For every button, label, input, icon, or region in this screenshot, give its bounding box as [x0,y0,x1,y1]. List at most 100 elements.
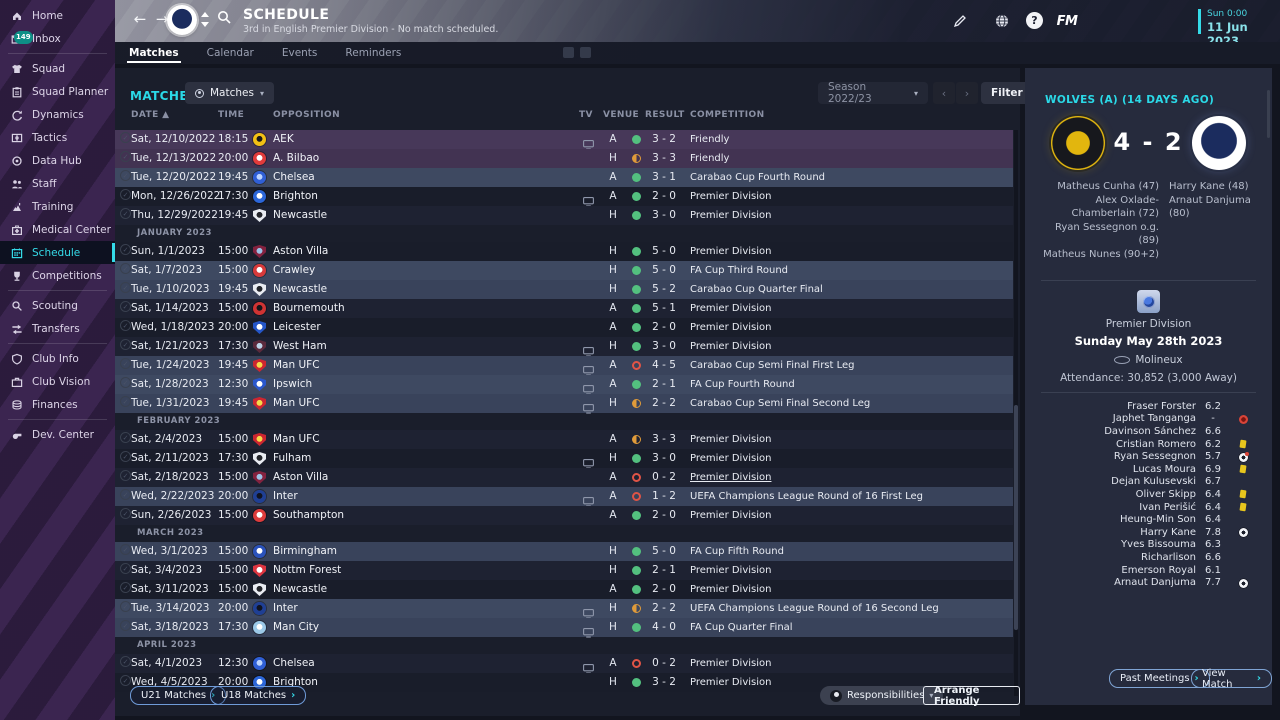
arrange-friendly-button[interactable]: Arrange Friendly [923,685,1020,707]
player-rating-row[interactable]: Harry Kane 7.8 [1037,526,1260,539]
table-row[interactable]: ✓ Sat, 3/4/2023 15:00 Nottm Forest H 2 - 1 Pre… [115,561,1013,580]
table-row[interactable]: ✓ Thu, 12/29/2022 19:45 Newcastle H 3 - 0 Prem… [115,206,1013,225]
table-row[interactable]: ✓ Sat, 1/28/2023 12:30 Ipswich A 2 - 1 FA Cup … [115,375,1013,395]
forward-icon[interactable]: → [155,10,169,28]
column-header-competition[interactable]: COMPETITION [690,110,765,120]
column-header-result[interactable]: RESULT [645,110,685,120]
matches-view-dropdown[interactable]: Matches ▾ [185,82,274,104]
table-row[interactable]: ✓ Sat, 1/21/2023 17:30 West Ham H 3 - 0 Premie… [115,337,1013,357]
table-row[interactable]: ✓ Tue, 1/24/2023 19:45 Man UFC A 4 - 5 Carabao… [115,356,1013,376]
panel-scrollbar-thumb[interactable] [1267,90,1270,138]
sidebar-item-squad[interactable]: Squad [0,57,115,80]
sidebar-item-schedule[interactable]: Schedule [0,241,115,264]
player-rating-row[interactable]: Heung-Min Son 6.4 [1037,513,1260,526]
season-dropdown[interactable]: Season 2022/23 ▾ [818,81,928,105]
tab-reminders[interactable]: Reminders [345,47,402,59]
sidebar-item-home[interactable]: Home [0,4,115,27]
column-header-date[interactable]: DATE ▲ [131,110,170,120]
table-row[interactable]: ✓ Sat, 2/18/2023 15:00 Aston Villa A 0 - 2 Pre… [115,468,1013,487]
u18-matches-button[interactable]: U18 Matches › [210,686,307,705]
sidebar-item-dev-center[interactable]: Dev. Center [0,423,115,446]
player-rating-row[interactable]: Emerson Royal 6.1 [1037,564,1260,577]
table-row[interactable]: ✓ Wed, 2/22/2023 20:00 Inter A 1 - 2 UEFA Cham… [115,487,1013,507]
table-row[interactable]: ✓ Sat, 2/11/2023 17:30 Fulham H 3 - 0 Premier … [115,449,1013,469]
sidebar-item-club-vision[interactable]: Club Vision [0,370,115,393]
table-row[interactable]: ✓ Wed, 4/5/2023 20:00 Brighton H 3 - 2 Premier… [115,673,1013,692]
back-icon[interactable]: ← [133,10,147,28]
sidebar-item-tactics[interactable]: Tactics [0,126,115,149]
table-row[interactable]: ✓ Sat, 3/11/2023 15:00 Newcastle A 2 - 0 Premi… [115,580,1013,599]
table-row[interactable]: ✓ Mon, 12/26/2022 17:30 Brighton A 2 - 0 Premi… [115,187,1013,207]
team-badge-icon [253,152,266,165]
player-rating-row[interactable]: Ivan Perišić 6.4 [1037,501,1260,514]
player-rating-row[interactable]: Cristian Romero 6.2 [1037,438,1260,451]
player-name: Fraser Forster [1127,400,1196,412]
player-rating-row[interactable]: Dejan Kulusevski 6.7 [1037,476,1260,489]
player-rating-row[interactable]: Lucas Moura 6.9 [1037,463,1260,476]
table-row[interactable]: ✓ Sat, 12/10/2022 18:15 AEK A 3 - 2 Friendly [115,130,1013,150]
opposition-name: Man UFC [273,433,320,445]
table-row[interactable]: ✓ Tue, 3/14/2023 20:00 Inter H 2 - 2 UEFA Cham… [115,599,1013,619]
past-meetings-button[interactable]: Past Meetings › [1109,669,1210,688]
table-row[interactable]: ✓ Tue, 12/13/2022 20:00 A. Bilbao H 3 - 3 Frie… [115,149,1013,168]
next-season-button[interactable]: › [956,82,978,104]
table-row[interactable]: ✓ Sat, 3/18/2023 17:30 Man City H 4 - 0 FA Cup… [115,618,1013,638]
sidebar-item-competitions[interactable]: Competitions [0,264,115,287]
tab-matches[interactable]: Matches [115,42,193,64]
edit-icon[interactable] [950,11,970,31]
sidebar-item-data-hub[interactable]: Data Hub [0,149,115,172]
sidebar-item-dynamics[interactable]: Dynamics [0,103,115,126]
played-check-icon: ✓ [120,244,131,255]
sidebar-item-club-info[interactable]: Club Info [0,347,115,370]
sidebar-item-medical-center[interactable]: Medical Center [0,218,115,241]
view-match-button[interactable]: View Match › [1191,668,1272,690]
table-row[interactable]: ✓ Sat, 1/14/2023 15:00 Bournemouth A 5 - 1 Pre… [115,299,1013,318]
sidebar-item-training[interactable]: Training [0,195,115,218]
sidebar-item-finances[interactable]: Finances [0,393,115,416]
club-crest-icon[interactable] [167,5,197,35]
help-icon[interactable]: ? [1026,12,1043,29]
table-row[interactable]: ✓ Wed, 3/1/2023 15:00 Birmingham H 5 - 0 FA Cu… [115,542,1013,561]
table-row[interactable]: ✓ Tue, 1/31/2023 19:45 Man UFC H 2 - 2 Carabao… [115,394,1013,414]
table-row[interactable]: ✓ Sat, 2/4/2023 15:00 Man UFC A 3 - 3 Premier … [115,430,1013,449]
panel-grid-icon[interactable] [580,47,591,58]
world-icon[interactable] [992,11,1012,31]
chevron-down-icon[interactable] [201,22,209,27]
table-row[interactable]: ✓ Sun, 2/26/2023 15:00 Southampton A 2 - 0 Pre… [115,506,1013,525]
column-header-venue[interactable]: VENUE [603,110,640,120]
player-rating-row[interactable]: Fraser Forster 6.2 [1037,400,1260,413]
table-row[interactable]: ✓ Sat, 4/1/2023 12:30 Chelsea A 0 - 2 Premier … [115,654,1013,674]
opposition-name: Newcastle [273,283,328,295]
player-rating-row[interactable]: Japhet Tanganga - [1037,413,1260,426]
column-header-time[interactable]: TIME [218,110,245,120]
scrollbar-thumb[interactable] [1014,405,1018,630]
fm-logo[interactable]: FM [1056,13,1078,29]
panel-options-icon[interactable] [563,47,574,58]
table-row[interactable]: ✓ Wed, 1/18/2023 20:00 Leicester A 2 - 0 Premi… [115,318,1013,337]
tab-events[interactable]: Events [281,47,318,59]
column-header-opposition[interactable]: OPPOSITION [273,110,340,120]
divider [8,419,107,420]
player-rating-row[interactable]: Davinson Sánchez 6.6 [1037,425,1260,438]
tab-calendar[interactable]: Calendar [206,47,254,59]
sidebar-item-transfers[interactable]: Transfers [0,317,115,340]
player-rating-row[interactable]: Yves Bissouma 6.3 [1037,539,1260,552]
prev-season-button[interactable]: ‹ [933,82,955,104]
table-row[interactable]: ✓ Tue, 12/20/2022 19:45 Chelsea A 3 - 1 Caraba… [115,168,1013,187]
sidebar-item-squad-planner[interactable]: Squad Planner [0,80,115,103]
search-icon[interactable] [217,10,232,29]
u21-matches-button[interactable]: U21 Matches › [130,686,227,705]
player-rating-row[interactable]: Richarlison 6.6 [1037,551,1260,564]
player-rating-row[interactable]: Arnaut Danjuma 7.7 [1037,576,1260,589]
player-rating-row[interactable]: Ryan Sessegnon 5.7 [1037,450,1260,463]
column-header-tv[interactable]: TV [579,110,593,120]
table-row[interactable]: ✓ Tue, 1/10/2023 19:45 Newcastle H 5 - 2 Carab… [115,280,1013,299]
responsibilities-button[interactable]: Responsibilities ▾ [820,686,944,705]
sidebar-item-scouting[interactable]: Scouting [0,294,115,317]
table-row[interactable]: ✓ Sat, 1/7/2023 15:00 Crawley H 5 - 0 FA Cup T… [115,261,1013,280]
table-row[interactable]: ✓ Sun, 1/1/2023 15:00 Aston Villa H 5 - 0 Prem… [115,242,1013,261]
chevron-up-icon[interactable] [201,12,209,17]
sidebar-item-inbox[interactable]: 149 Inbox [0,27,115,50]
player-rating-row[interactable]: Oliver Skipp 6.4 [1037,488,1260,501]
sidebar-item-staff[interactable]: Staff [0,172,115,195]
